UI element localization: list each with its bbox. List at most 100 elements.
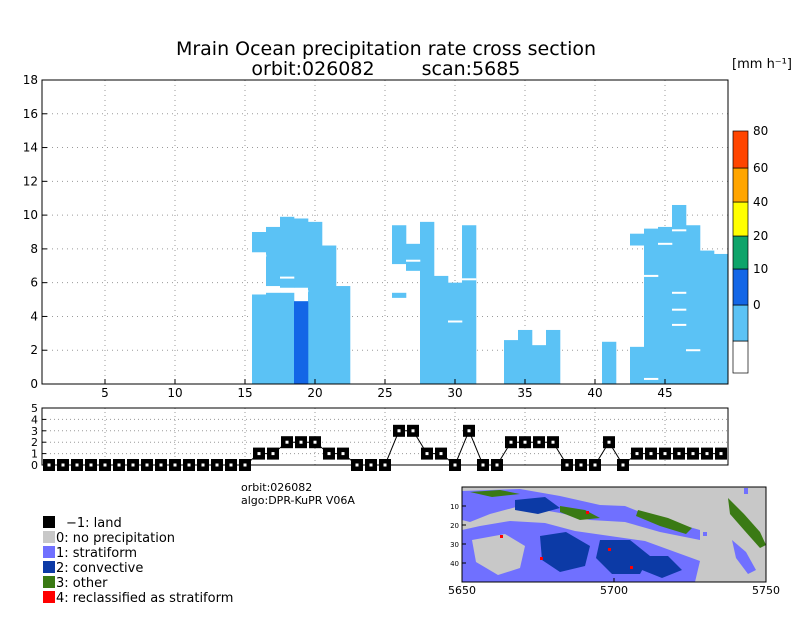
rain-type-map: 5650 5700 5750 10 20 30 40 [448,486,780,597]
legend-swatch-convective [43,561,55,573]
precip-cell-col18-1 [280,216,295,288]
rain-type-marker-dot-26 [397,429,401,433]
x-tick-label-15: 15 [237,386,252,400]
precip-cell-col26-0 [392,292,407,298]
map-other-band-1 [470,490,520,497]
colorbar-bin-6 [732,130,749,169]
colorbar-label-80: 80 [753,124,768,138]
y-tick-label-18: 18 [23,73,38,87]
x-tick-label-10: 10 [167,386,182,400]
colorbar-bin-1 [732,304,749,342]
precip-cell-col49-0 [714,253,729,384]
colorbar-label-10: 10 [753,262,768,276]
strip-tick-label-5: 5 [31,402,38,415]
colorbar-label-40: 40 [753,195,768,209]
precip-gap-7 [644,377,659,380]
precip-cell-col31-0 [462,225,477,384]
rain-type-marker-dot-32 [481,463,485,467]
map-other-band-east [728,498,766,548]
rain-type-marker-dot-22 [341,452,345,456]
x-tick-label-30: 30 [447,386,462,400]
precip-gap-5 [462,278,477,281]
y-tick-label-16: 16 [23,107,38,121]
rain-type-marker-dot-27 [411,429,415,433]
map-red-speck-1 [586,511,589,514]
title-scan: scan:5685 [422,58,521,80]
precip-gap-12 [672,323,687,326]
precip-cell-col35-0 [518,329,533,384]
y-tick-label-4: 4 [30,309,38,323]
colorbar-bin-4 [732,201,749,237]
precip-cell-col22-0 [336,286,351,384]
main-data [252,204,729,384]
strip-tick-label-2: 2 [31,436,38,449]
map-gray-inner [472,534,525,575]
y-tick-label-0: 0 [30,377,38,391]
map-convective-core-3 [515,497,560,514]
rain-type-marker-dot-14 [229,463,233,467]
map-y-label-40: 40 [450,560,459,568]
rain-type-marker-dot-13 [215,463,219,467]
info-orbit: orbit:026082 [241,481,312,494]
rain-type-marker-dot-5 [103,463,107,467]
precip-cell-col17-0 [266,292,281,384]
rain-type-marker-dot-8 [145,463,149,467]
rain-type-marker-dot-42 [621,463,625,467]
rain-type-marker-dot-34 [509,440,513,444]
precip-cell-col26-1 [392,225,407,265]
rain-type-marker-dot-31 [467,429,471,433]
y-tick-label-2: 2 [30,343,38,357]
x-tick-label-25: 25 [377,386,392,400]
rain-type-marker-dot-10 [173,463,177,467]
precip-gap-8 [658,242,673,245]
precip-cell-col44-0 [644,228,659,384]
precip-gap-2 [294,290,309,293]
rain-type-marker-dot-47 [691,452,695,456]
precip-cell-col46-0 [672,204,687,384]
precip-cell-col36-0 [532,345,547,384]
rain-type-marker-dot-30 [453,463,457,467]
map-blobs [462,488,766,582]
colorbar-bin-0 [732,340,749,374]
y-tick-label-8: 8 [30,242,38,256]
x-tick-label-5: 5 [101,386,109,400]
legend-label-stratiform: 1: stratiform [56,546,137,561]
map-x-label-5750: 5750 [752,584,780,597]
map-x-label-5650: 5650 [448,584,476,597]
legend-swatch-land [43,516,55,528]
y-tick-label-12: 12 [23,174,38,188]
precip-cell-heavy-0 [294,301,309,384]
precip-cell-col37-0 [546,329,561,384]
map-red-speck-3 [608,548,611,551]
rain-type-marker-dot-11 [187,463,191,467]
precip-cell-col47-0 [686,225,701,384]
rain-type-marker-dot-40 [593,463,597,467]
precip-cell-col20-0 [308,221,323,384]
rain-type-marker-dot-28 [425,452,429,456]
map-convective-core-4 [640,556,682,578]
precip-gap-10 [672,291,687,294]
map-other-band-2 [560,506,600,520]
rain-type-marker-dot-41 [607,440,611,444]
legend-swatch-reclassified [43,591,55,603]
map-red-speck-5 [500,535,503,538]
precip-gap-0 [252,254,267,257]
strip-tick-label-4: 4 [31,413,38,426]
colorbar-bin-3 [732,235,749,270]
colorbar-bin-5 [732,167,749,203]
main-grid [42,80,728,384]
rain-type-marker-dot-18 [285,440,289,444]
rain-type-marker-dot-44 [649,452,653,456]
map-stratiform-speck-2 [703,532,707,536]
precip-gap-6 [644,274,659,277]
x-tick-label-45: 45 [657,386,672,400]
precip-cell-col28-0 [420,221,435,384]
map-stratiform-speck-1 [744,488,748,494]
rain-type-marker-dot-7 [131,463,135,467]
legend-label-reclassified: 4: reclassified as stratiform [56,591,233,606]
rain-type-marker-dot-49 [719,452,723,456]
legend-swatch-other [43,576,55,588]
